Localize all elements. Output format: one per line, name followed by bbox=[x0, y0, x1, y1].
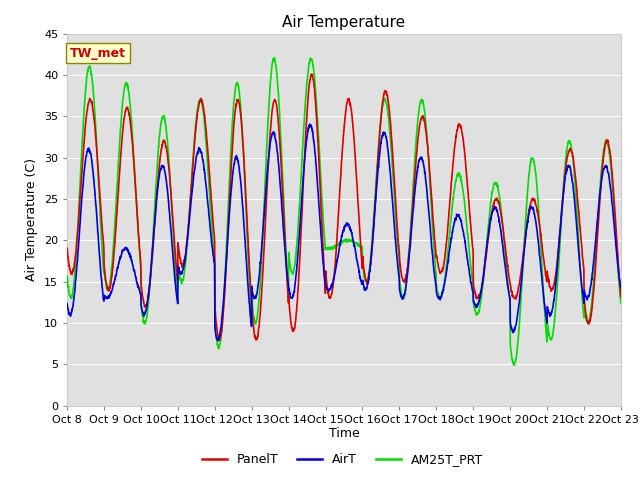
X-axis label: Time: Time bbox=[328, 427, 360, 441]
Text: TW_met: TW_met bbox=[70, 47, 126, 60]
Title: Air Temperature: Air Temperature bbox=[282, 15, 406, 30]
Legend: PanelT, AirT, AM25T_PRT: PanelT, AirT, AM25T_PRT bbox=[196, 448, 488, 471]
Y-axis label: Air Temperature (C): Air Temperature (C) bbox=[26, 158, 38, 281]
